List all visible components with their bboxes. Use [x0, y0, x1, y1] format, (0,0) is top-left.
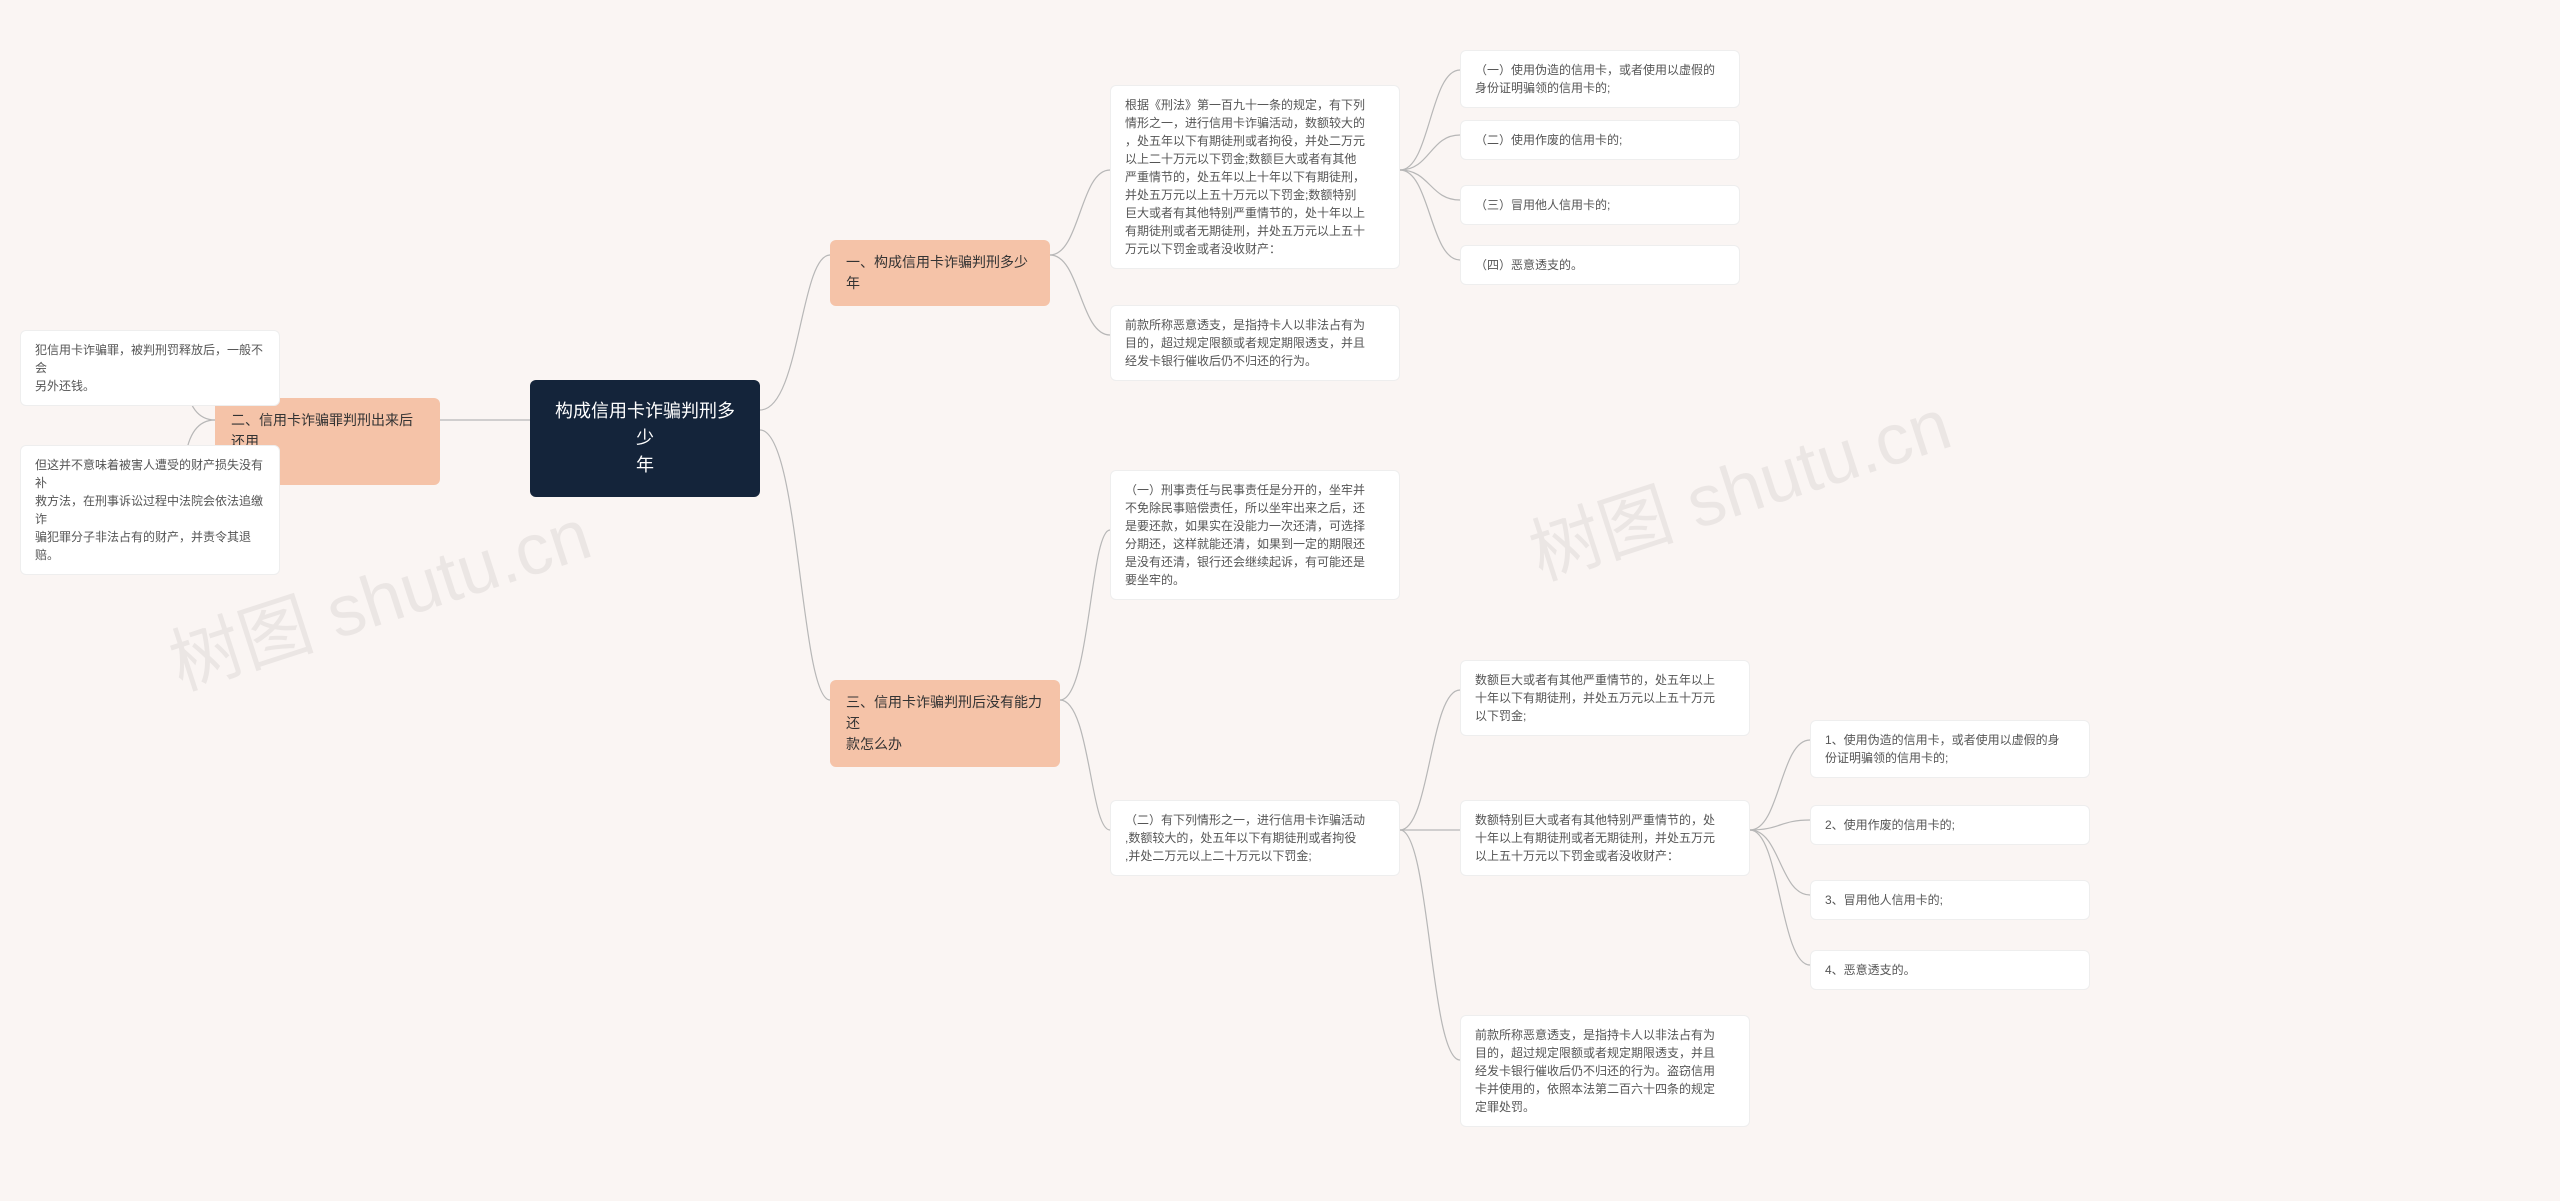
branch-3[interactable]: 三、信用卡诈骗判刑后没有能力还款怎么办 [830, 680, 1060, 767]
leaf-2b: 但这并不意味着被害人遭受的财产损失没有补救方法，在刑事诉讼过程中法院会依法追缴诈… [20, 445, 280, 575]
branch-1[interactable]: 一、构成信用卡诈骗判刑多少年 [830, 240, 1050, 306]
leaf-3b1: 数额巨大或者有其他严重情节的，处五年以上十年以下有期徒刑，并处五万元以上五十万元… [1460, 660, 1750, 736]
leaf-3b: （二）有下列情形之一，进行信用卡诈骗活动,数额较大的，处五年以下有期徒刑或者拘役… [1110, 800, 1400, 876]
leaf-1a1: （一）使用伪造的信用卡，或者使用以虚假的身份证明骗领的信用卡的; [1460, 50, 1740, 108]
leaf-3b2-2: 2、使用作废的信用卡的; [1810, 805, 2090, 845]
watermark: 树图 shutu.cn [1514, 365, 1961, 600]
leaf-1a2: （二）使用作废的信用卡的; [1460, 120, 1740, 160]
leaf-1a4: （四）恶意透支的。 [1460, 245, 1740, 285]
leaf-3b2-3: 3、冒用他人信用卡的; [1810, 880, 2090, 920]
leaf-1a3: （三）冒用他人信用卡的; [1460, 185, 1740, 225]
leaf-3b2-1: 1、使用伪造的信用卡，或者使用以虚假的身份证明骗领的信用卡的; [1810, 720, 2090, 778]
leaf-1b: 前款所称恶意透支，是指持卡人以非法占有为目的，超过规定限额或者规定期限透支，并且… [1110, 305, 1400, 381]
leaf-3b3: 前款所称恶意透支，是指持卡人以非法占有为目的，超过规定限额或者规定期限透支，并且… [1460, 1015, 1750, 1127]
leaf-3b2-4: 4、恶意透支的。 [1810, 950, 2090, 990]
leaf-2a: 犯信用卡诈骗罪，被判刑罚释放后，一般不会另外还钱。 [20, 330, 280, 406]
leaf-1a: 根据《刑法》第一百九十一条的规定，有下列情形之一，进行信用卡诈骗活动，数额较大的… [1110, 85, 1400, 269]
leaf-3a: （一）刑事责任与民事责任是分开的，坐牢并不免除民事赔偿责任，所以坐牢出来之后，还… [1110, 470, 1400, 600]
root-node[interactable]: 构成信用卡诈骗判刑多少年 [530, 380, 760, 497]
leaf-3b2: 数额特别巨大或者有其他特别严重情节的，处十年以上有期徒刑或者无期徒刑，并处五万元… [1460, 800, 1750, 876]
